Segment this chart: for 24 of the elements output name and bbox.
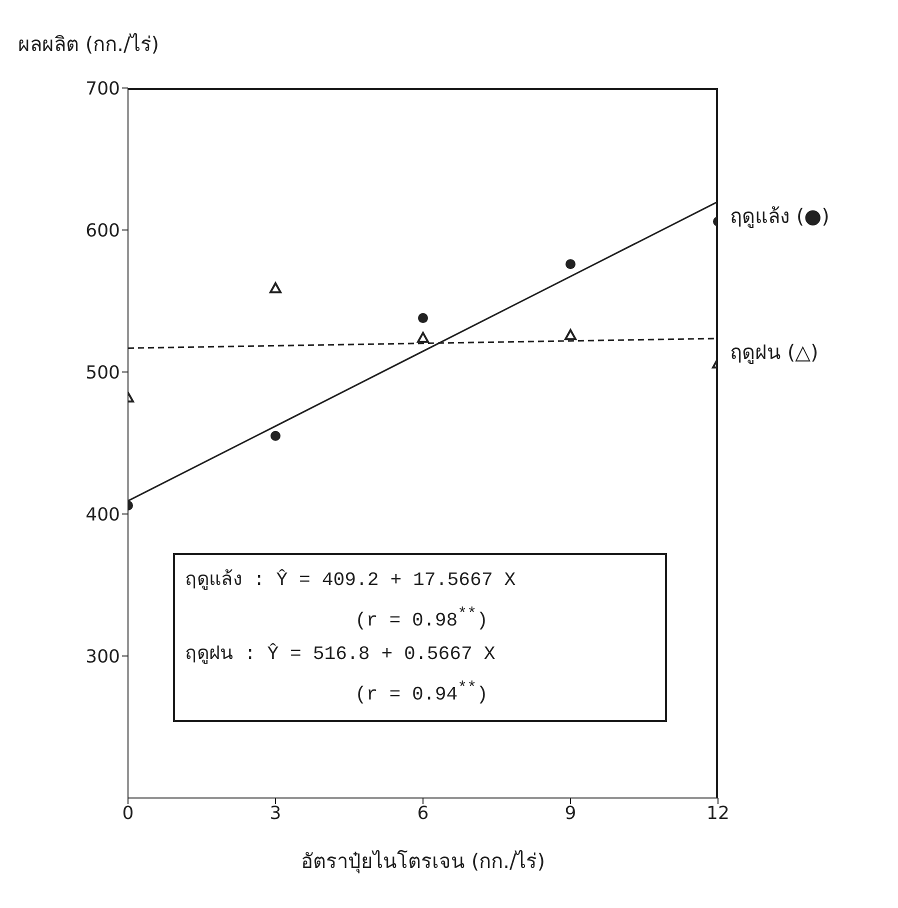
y-tick-label: 500 (86, 362, 120, 384)
x-tick-label: 0 (122, 802, 134, 824)
x-axis-title: อัตราปุ๋ยไนโตรเจน (กก./ไร่) (300, 849, 546, 874)
point (418, 313, 428, 324)
y-tick-label: 400 (86, 504, 120, 526)
annotation: (r = 0.98$^{**}$) (354, 604, 490, 634)
point (566, 259, 576, 270)
x-tick-label: 3 (270, 802, 282, 824)
series-label: ฤดูฝน (△) (730, 339, 818, 366)
annotation: ฤดูฝน : Ŷ = 516.8 + 0.5667 X (185, 642, 496, 668)
point (270, 282, 282, 294)
point (417, 332, 429, 343)
y-axis-title: ผลผลิต (กก./ไร่) (18, 31, 160, 58)
annotation: ฤดูแล้ง : Ŷ = 409.2 + 17.5667 X (185, 568, 517, 593)
y-tick-label: 700 (86, 78, 120, 100)
series-label: ฤดูแล้ง (●) (730, 202, 830, 230)
point (270, 430, 280, 441)
point (564, 329, 576, 340)
x-tick-label: 12 (706, 802, 730, 824)
y-tick-label: 600 (86, 220, 120, 242)
x-tick-label: 6 (417, 802, 429, 824)
y-tick-label: 300 (86, 646, 120, 668)
x-tick-label: 9 (564, 802, 576, 824)
annotation: (r = 0.94$^{**}$) (354, 678, 490, 708)
